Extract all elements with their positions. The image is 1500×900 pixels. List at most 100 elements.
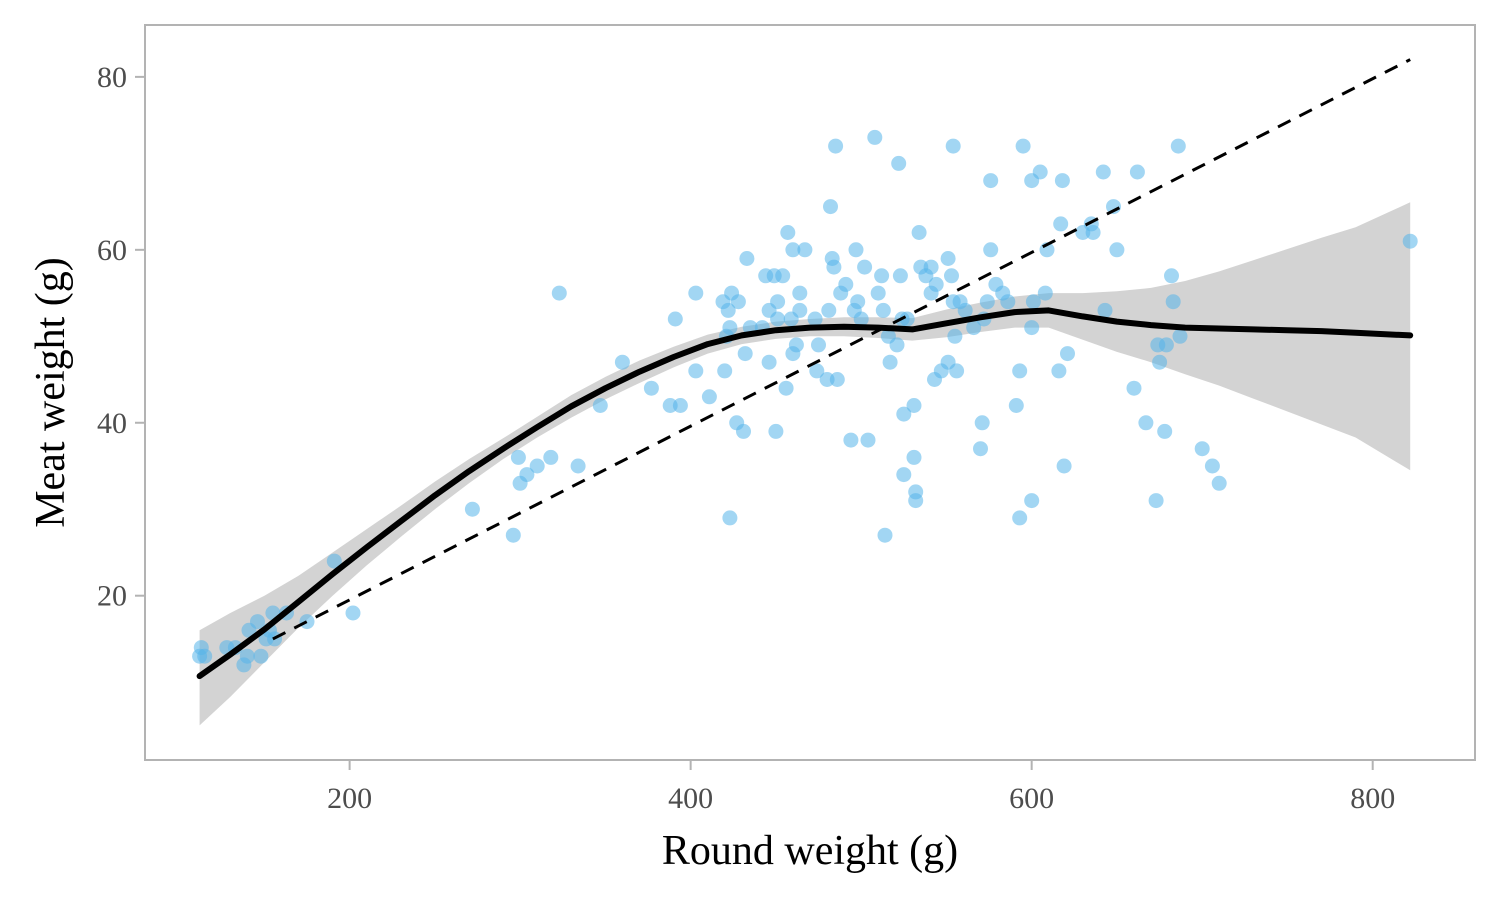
- data-point: [688, 285, 704, 301]
- data-point: [326, 553, 342, 569]
- data-point: [1012, 510, 1028, 526]
- data-point: [882, 354, 898, 370]
- confidence-band-layer: [199, 202, 1411, 726]
- data-point: [1024, 320, 1040, 336]
- data-point: [853, 311, 869, 327]
- data-point: [505, 527, 521, 543]
- data-point: [957, 302, 973, 318]
- data-point: [979, 294, 995, 310]
- data-point: [1402, 233, 1418, 249]
- data-point: [1129, 164, 1145, 180]
- data-point: [722, 510, 738, 526]
- data-point: [239, 648, 255, 664]
- data-point: [843, 432, 859, 448]
- data-point: [736, 423, 751, 439]
- data-point: [860, 432, 876, 448]
- data-point: [823, 199, 838, 215]
- data-point: [253, 648, 269, 664]
- data-point: [722, 320, 738, 336]
- data-point: [775, 268, 791, 284]
- data-point: [973, 441, 988, 457]
- x-tick-label: 200: [327, 782, 372, 815]
- data-point: [906, 449, 922, 465]
- data-point: [761, 354, 777, 370]
- x-tick-label: 800: [1350, 782, 1395, 815]
- smooth-line: [196, 307, 1414, 680]
- data-point: [1164, 268, 1179, 284]
- data-point: [1060, 346, 1075, 362]
- data-point: [1032, 164, 1048, 180]
- x-tick-label: 600: [1009, 782, 1054, 815]
- data-point: [1025, 294, 1041, 310]
- data-point: [1097, 302, 1113, 318]
- data-point: [720, 302, 736, 318]
- data-point: [345, 605, 361, 621]
- data-point: [1095, 164, 1111, 180]
- data-point: [592, 398, 608, 413]
- data-point: [1126, 380, 1142, 396]
- data-point: [1194, 441, 1210, 457]
- data-point: [737, 346, 753, 362]
- data-point: [911, 225, 927, 240]
- data-point: [1165, 294, 1181, 310]
- data-point: [807, 311, 823, 327]
- data-point: [829, 372, 845, 387]
- data-point: [792, 285, 808, 301]
- data-point: [838, 276, 854, 292]
- data-point: [906, 398, 922, 413]
- data-point: [811, 337, 826, 353]
- data-point: [667, 311, 683, 327]
- data-point: [299, 614, 315, 630]
- data-point: [1056, 458, 1072, 474]
- data-point: [551, 285, 567, 301]
- data-point: [1024, 493, 1040, 509]
- data-point: [1138, 415, 1154, 431]
- data-point: [730, 294, 746, 310]
- data-point: [768, 423, 784, 439]
- data-point: [614, 354, 630, 370]
- data-point: [1008, 398, 1024, 413]
- data-point: [857, 259, 873, 275]
- data-point: [701, 389, 717, 405]
- data-point: [983, 242, 999, 258]
- data-point: [896, 406, 912, 422]
- data-point: [1172, 328, 1188, 344]
- reference-line-layer: [272, 58, 1411, 641]
- data-point: [949, 363, 965, 379]
- data-point: [1053, 216, 1069, 232]
- data-point: [543, 449, 559, 465]
- data-point: [974, 415, 990, 431]
- data-point: [1015, 138, 1031, 154]
- data-point: [983, 173, 999, 189]
- data-point: [966, 320, 982, 336]
- data-point: [1012, 363, 1028, 379]
- data-point: [1170, 138, 1186, 154]
- data-point: [821, 302, 837, 318]
- y-axis: 20 40 60 80: [97, 61, 145, 613]
- data-point: [923, 259, 939, 275]
- data-point: [1157, 423, 1173, 439]
- data-point: [870, 285, 886, 301]
- data-point: [688, 363, 704, 379]
- data-point: [792, 302, 808, 318]
- data-point: [850, 294, 866, 310]
- data-point: [826, 259, 842, 275]
- data-point: [809, 363, 825, 379]
- data-point: [1054, 173, 1070, 189]
- data-point: [510, 449, 526, 465]
- data-point: [788, 337, 804, 353]
- data-point: [1158, 337, 1174, 353]
- data-point: [889, 337, 905, 353]
- data-point: [1000, 294, 1016, 310]
- data-point: [197, 648, 213, 664]
- data-point: [892, 268, 908, 284]
- confidence-band: [199, 202, 1411, 726]
- data-point: [770, 294, 786, 310]
- data-point: [770, 311, 786, 327]
- data-point: [672, 398, 688, 413]
- data-point: [250, 614, 265, 630]
- y-tick-label: 40: [97, 407, 127, 440]
- data-point: [875, 302, 891, 318]
- y-tick-label: 60: [97, 234, 127, 267]
